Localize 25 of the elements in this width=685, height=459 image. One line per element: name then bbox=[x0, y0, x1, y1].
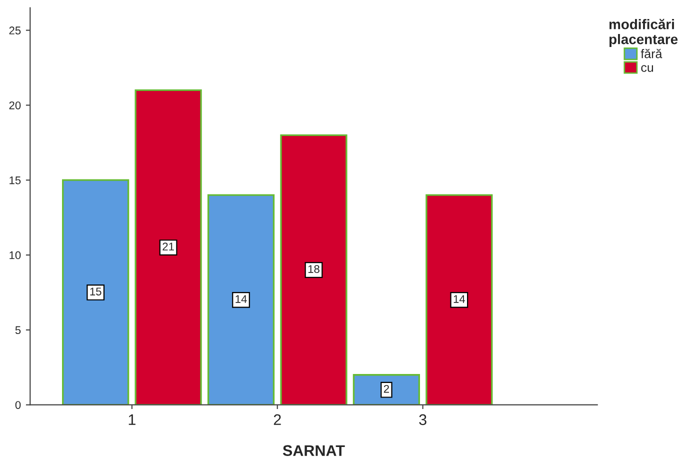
y-tick-label: 25 bbox=[9, 26, 21, 34]
data-label: 2 bbox=[384, 384, 389, 393]
bar bbox=[62, 179, 130, 405]
data-label: 14 bbox=[454, 295, 466, 303]
legend-label: fără bbox=[640, 48, 662, 58]
x-tick-label: 1 bbox=[128, 414, 136, 425]
y-tick-label: 20 bbox=[9, 101, 21, 110]
bar bbox=[426, 194, 493, 405]
bar bbox=[280, 134, 348, 405]
data-label: 21 bbox=[162, 242, 174, 250]
data-label: 15 bbox=[90, 288, 102, 296]
y-tick-label: 15 bbox=[10, 176, 21, 184]
bar bbox=[352, 374, 420, 405]
bar bbox=[207, 194, 275, 405]
data-label: 14 bbox=[236, 295, 247, 303]
y-tick-label: 5 bbox=[15, 326, 21, 334]
x-tick-label: 3 bbox=[419, 414, 426, 426]
legend-title: modificări placentare bbox=[609, 18, 678, 47]
bar bbox=[134, 89, 202, 405]
x-axis-title: SARNAT bbox=[282, 445, 345, 456]
data-label: 18 bbox=[308, 265, 320, 273]
x-tick-label: 2 bbox=[274, 414, 281, 425]
y-tick-label: 0 bbox=[15, 401, 21, 409]
legend-label: cu bbox=[641, 65, 654, 72]
y-tick-label: 10 bbox=[10, 251, 21, 260]
